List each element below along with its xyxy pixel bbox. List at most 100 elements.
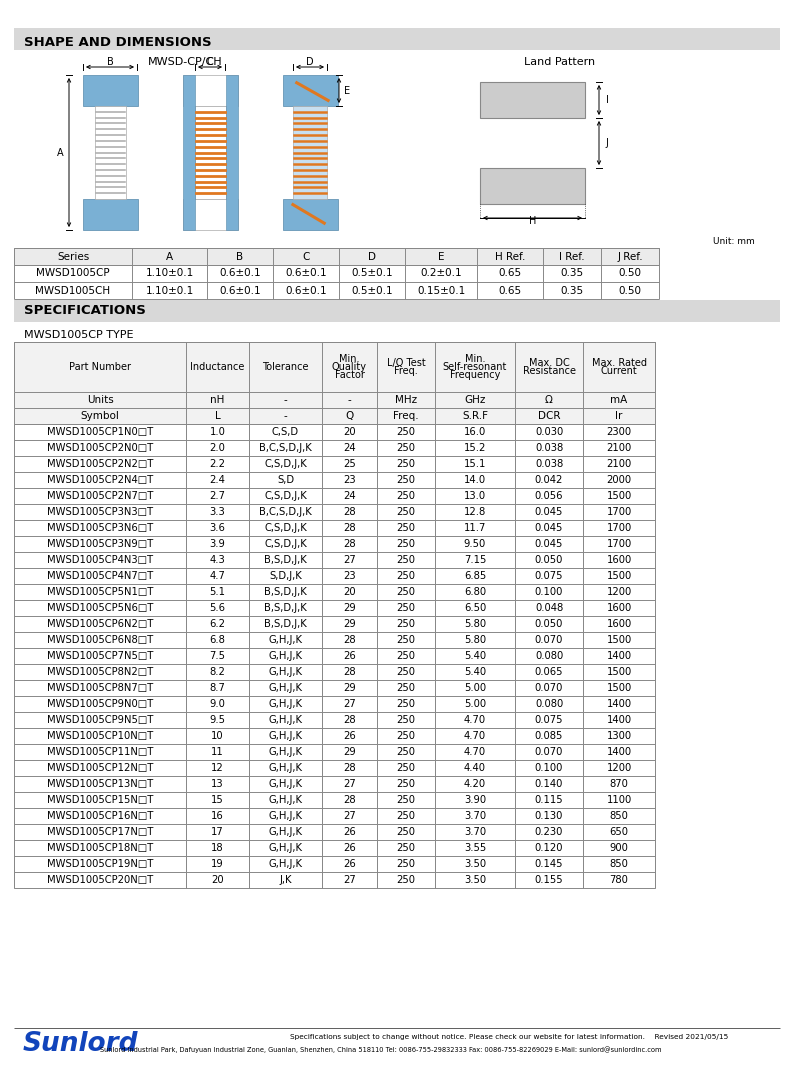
Text: 24: 24 [343, 443, 356, 453]
Text: 250: 250 [396, 426, 415, 437]
Text: 3.90: 3.90 [464, 795, 486, 805]
Text: 26: 26 [343, 651, 356, 661]
Text: 0.35: 0.35 [561, 268, 584, 279]
Text: 28: 28 [343, 715, 356, 725]
Text: 4.70: 4.70 [464, 731, 486, 741]
Text: Frequency: Frequency [450, 370, 500, 380]
Text: 0.230: 0.230 [535, 827, 563, 837]
Text: 250: 250 [396, 475, 415, 485]
Text: 0.080: 0.080 [535, 651, 563, 661]
Text: 1.10±0.1: 1.10±0.1 [145, 285, 194, 295]
Text: 250: 250 [396, 603, 415, 613]
Text: 28: 28 [343, 538, 356, 549]
Text: 0.6±0.1: 0.6±0.1 [219, 268, 260, 279]
Text: 2.0: 2.0 [210, 443, 225, 453]
Text: G,H,J,K: G,H,J,K [268, 683, 303, 693]
Text: 8.2: 8.2 [210, 667, 225, 677]
Text: MWSD1005CP4N7□T: MWSD1005CP4N7□T [47, 571, 153, 581]
Text: 0.075: 0.075 [534, 571, 563, 581]
Text: 1500: 1500 [607, 683, 631, 693]
Text: MWSD1005CP3N9□T: MWSD1005CP3N9□T [47, 538, 153, 549]
Text: Q: Q [345, 411, 353, 421]
Text: 0.070: 0.070 [535, 683, 563, 693]
Bar [283, 199, 338, 230]
Text: 2.2: 2.2 [210, 459, 225, 468]
Text: S,D,J,K: S,D,J,K [269, 571, 302, 581]
Text: H: H [529, 216, 536, 226]
Text: 780: 780 [610, 875, 628, 885]
Text: S,D: S,D [277, 475, 294, 485]
Text: -: - [283, 411, 287, 421]
Text: 250: 250 [396, 683, 415, 693]
Text: MWSD1005CP11N□T: MWSD1005CP11N□T [47, 747, 153, 757]
Text: 3.50: 3.50 [464, 875, 486, 885]
Text: MWSD1005CP6N8□T: MWSD1005CP6N8□T [47, 635, 153, 645]
Text: 13.0: 13.0 [464, 491, 486, 501]
Text: 250: 250 [396, 507, 415, 517]
Text: 0.080: 0.080 [535, 699, 563, 709]
Text: 6.80: 6.80 [464, 587, 486, 597]
Text: C,S,D,J,K: C,S,D,J,K [264, 523, 306, 533]
Text: 29: 29 [343, 619, 356, 629]
Text: MWSD1005CP2N2□T: MWSD1005CP2N2□T [47, 459, 153, 468]
Text: 29: 29 [343, 603, 356, 613]
Text: 18: 18 [211, 843, 224, 853]
Text: 1600: 1600 [607, 619, 631, 629]
Text: 7.15: 7.15 [464, 555, 486, 565]
Text: 2300: 2300 [607, 426, 631, 437]
Text: 3.70: 3.70 [464, 811, 486, 821]
Text: MWSD1005CP3N6□T: MWSD1005CP3N6□T [47, 523, 153, 533]
Text: 25: 25 [343, 459, 356, 468]
Text: 5.00: 5.00 [464, 683, 486, 693]
Text: 6.8: 6.8 [210, 635, 225, 645]
Text: 250: 250 [396, 699, 415, 709]
Text: 0.6±0.1: 0.6±0.1 [219, 285, 260, 295]
Text: Unit: mm: Unit: mm [713, 237, 755, 246]
Text: 250: 250 [396, 523, 415, 533]
Text: 1500: 1500 [607, 491, 631, 501]
Text: 1400: 1400 [607, 699, 631, 709]
Text: 26: 26 [343, 843, 356, 853]
Text: 250: 250 [396, 843, 415, 853]
Text: -: - [283, 395, 287, 405]
Text: C: C [206, 57, 214, 67]
Text: 0.140: 0.140 [535, 779, 563, 789]
Text: Sunlord Industrial Park, Dafuyuan Industrial Zone, Guanlan, Shenzhen, China 5181: Sunlord Industrial Park, Dafuyuan Indust… [100, 1047, 661, 1053]
Text: L: L [214, 411, 221, 421]
Text: 9.5: 9.5 [210, 715, 225, 725]
Text: 0.115: 0.115 [534, 795, 563, 805]
Text: B,S,D,J,K: B,S,D,J,K [264, 619, 306, 629]
Text: Units: Units [87, 395, 114, 405]
Text: B: B [237, 252, 244, 262]
Text: Ω: Ω [545, 395, 553, 405]
Text: A: A [56, 148, 64, 157]
Text: 250: 250 [396, 635, 415, 645]
Text: 250: 250 [396, 875, 415, 885]
Bar [226, 75, 238, 230]
Text: Min.: Min. [464, 353, 485, 364]
Text: G,H,J,K: G,H,J,K [268, 731, 303, 741]
Text: MWSD1005CP9N5□T: MWSD1005CP9N5□T [47, 715, 153, 725]
Text: 15.1: 15.1 [464, 459, 486, 468]
Text: 0.042: 0.042 [535, 475, 563, 485]
Text: 1600: 1600 [607, 603, 631, 613]
Text: 1700: 1700 [607, 507, 631, 517]
Text: Series: Series [57, 252, 89, 262]
Bar [183, 75, 195, 230]
Text: J,K: J,K [279, 875, 291, 885]
Text: MWSD1005CP TYPE: MWSD1005CP TYPE [24, 330, 133, 340]
Text: 5.1: 5.1 [210, 587, 225, 597]
Text: 0.130: 0.130 [535, 811, 563, 821]
Text: 24: 24 [343, 491, 356, 501]
Text: 27: 27 [343, 875, 356, 885]
Text: 6.85: 6.85 [464, 571, 486, 581]
Text: 1400: 1400 [607, 715, 631, 725]
Text: 0.35: 0.35 [561, 285, 584, 295]
Text: 28: 28 [343, 523, 356, 533]
Text: 1300: 1300 [607, 731, 631, 741]
Text: 27: 27 [343, 555, 356, 565]
Text: 250: 250 [396, 587, 415, 597]
Text: B,S,D,J,K: B,S,D,J,K [264, 587, 306, 597]
Text: 0.050: 0.050 [535, 619, 563, 629]
Bar [83, 199, 138, 230]
